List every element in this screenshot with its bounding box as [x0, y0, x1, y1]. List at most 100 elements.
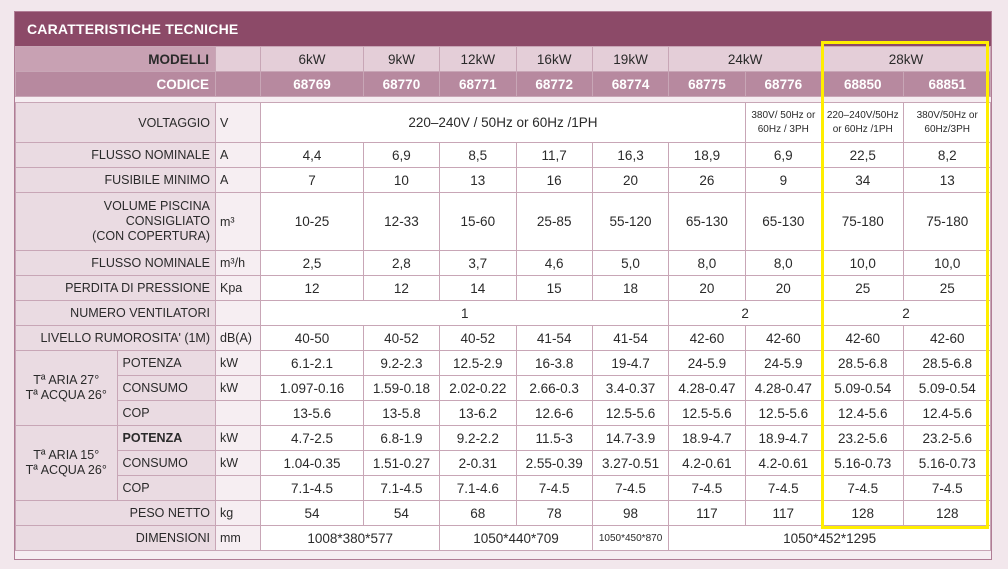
dimension-value: 1008*380*577 [260, 525, 441, 551]
model-16kw: 16kW [515, 46, 593, 72]
value-cell: 7-4.5 [744, 475, 823, 501]
g2-power-row: Tª ARIA 15° Tª ACQUA 26° POTENZA kW 4.7-… [15, 425, 991, 501]
label-line: CONSIGLIATO [125, 214, 211, 228]
value-cell: 1.51-0.27 [362, 450, 441, 476]
row-label: CONSUMO [116, 450, 217, 476]
condition-label: Tª ARIA 27° Tª ACQUA 26° [15, 350, 118, 426]
value-cell: 98 [591, 500, 670, 526]
value-cell: 20 [591, 167, 670, 193]
label-line: Tª ARIA 15° [33, 448, 100, 462]
row-unit: kW [215, 425, 262, 451]
code-label: CODICE [14, 71, 217, 97]
value-cell: 8,2 [903, 142, 991, 168]
value-cell: 13 [903, 167, 991, 193]
value-cell: 8,5 [439, 142, 517, 168]
value-cell: 5.16-0.73 [903, 450, 991, 476]
value-cell: 34 [821, 167, 905, 193]
value-cell: 2.66-0.3 [515, 375, 593, 401]
row-label: POTENZA [116, 350, 217, 376]
value-cell: 3,7 [439, 250, 517, 276]
value-cell: 10 [362, 167, 441, 193]
row-label: DIMENSIONI [14, 525, 217, 551]
row-label: PESO NETTO [14, 500, 217, 526]
value-cell: 14 [439, 275, 517, 301]
fans-value: 1 [260, 300, 670, 326]
fuse-row: FUSIBILE MINIMO A 7 10 13 16 20 26 9 34 13 [14, 167, 991, 193]
voltage-cell: 380V/50Hz or 60Hz/3PH [903, 102, 991, 143]
row-label: LIVELLO RUMOROSITA' (1M) [14, 325, 217, 351]
value-cell: 65-130 [668, 192, 746, 251]
value-cell: 1.097-0.16 [260, 375, 364, 401]
value-cell: 20 [744, 275, 823, 301]
code-cell: 68851 [903, 71, 991, 97]
value-cell: 8,0 [668, 250, 746, 276]
value-cell: 42-60 [744, 325, 823, 351]
voltage-cell: 380V/ 50Hz or 60Hz / 3PH [744, 102, 823, 143]
value-cell: 16-3.8 [515, 350, 593, 376]
current-row: FLUSSO NOMINALE A 4,4 6,9 8,5 11,7 16,3 18,9 6… [14, 142, 991, 168]
code-cell: 68769 [260, 71, 364, 97]
model-19kw: 19kW [591, 46, 670, 72]
value-cell: 5.09-0.54 [821, 375, 905, 401]
g1-cop-row: COP 13-5.6 13-5.8 13-6.2 12.6-6 12.5-5.6 12.5… [16, 400, 991, 426]
value-cell: 12.6-6 [515, 400, 593, 426]
code-cell: 68772 [515, 71, 593, 97]
value-cell: 18.9-4.7 [744, 425, 823, 451]
label-line: Tª ARIA 27° [33, 373, 100, 387]
value-cell: 13-6.2 [439, 400, 517, 426]
value-cell: 7-4.5 [821, 475, 905, 501]
value-cell: 13-5.6 [260, 400, 364, 426]
value-cell: 40-52 [362, 325, 441, 351]
section-title: CARATTERISTICHE TECNICHE [15, 12, 991, 46]
value-cell: 42-60 [903, 325, 991, 351]
label-line: Tª ACQUA 26° [25, 388, 107, 402]
label-line: VOLUME PISCINA [103, 199, 211, 213]
code-cell: 68850 [821, 71, 905, 97]
value-cell: 2-0.31 [439, 450, 517, 476]
code-cell: 68774 [591, 71, 670, 97]
water-flow-row: FLUSSO NOMINALE m³/h 2,5 2,8 3,7 4,6 5,0 8,0 8… [14, 250, 991, 276]
row-label: CONSUMO [116, 375, 217, 401]
row-label: NUMERO VENTILATORI [14, 300, 217, 326]
model-24kw: 24kW [668, 46, 823, 72]
condition-label: Tª ARIA 15° Tª ACQUA 26° [15, 425, 118, 501]
value-cell: 7-4.5 [668, 475, 746, 501]
value-cell: 22,5 [821, 142, 905, 168]
value-cell: 28.5-6.8 [821, 350, 905, 376]
value-cell: 75-180 [903, 192, 991, 251]
code-cell: 68775 [668, 71, 746, 97]
value-cell: 6,9 [744, 142, 823, 168]
value-cell: 4,6 [515, 250, 593, 276]
value-cell: 2.55-0.39 [515, 450, 593, 476]
value-cell: 26 [668, 167, 746, 193]
value-cell: 5.09-0.54 [903, 375, 991, 401]
g2-cop-row: COP 7.1-4.5 7.1-4.5 7.1-4.6 7-4.5 7-4.5 7-4.5… [16, 475, 991, 501]
dimension-value: 1050*452*1295 [668, 525, 991, 551]
value-cell: 20 [668, 275, 746, 301]
pool-volume-row: VOLUME PISCINA CONSIGLIATO (CON COPERTUR… [14, 192, 991, 251]
value-cell: 54 [260, 500, 364, 526]
row-unit: kg [215, 500, 262, 526]
value-cell: 41-54 [515, 325, 593, 351]
value-cell: 13 [439, 167, 517, 193]
noise-row: LIVELLO RUMOROSITA' (1M) dB(A) 40-50 40-5… [14, 325, 991, 351]
value-cell: 12.5-5.6 [744, 400, 823, 426]
row-label: PERDITA DI PRESSIONE [14, 275, 217, 301]
pressure-drop-row: PERDITA DI PRESSIONE Kpa 12 12 14 15 18 20 20 2… [14, 275, 991, 301]
row-unit [215, 400, 262, 426]
value-cell: 4.7-2.5 [260, 425, 364, 451]
value-cell: 7.1-4.5 [362, 475, 441, 501]
value-cell: 40-52 [439, 325, 517, 351]
value-cell: 28.5-6.8 [903, 350, 991, 376]
value-cell: 7-4.5 [591, 475, 670, 501]
voltage-main: 220–240V / 50Hz or 60Hz /1PH [260, 102, 746, 143]
value-cell: 2,8 [362, 250, 441, 276]
value-cell: 24-5.9 [744, 350, 823, 376]
value-cell: 12 [362, 275, 441, 301]
value-cell: 2,5 [260, 250, 364, 276]
value-cell: 16 [515, 167, 593, 193]
value-cell: 6.1-2.1 [260, 350, 364, 376]
row-unit: kW [215, 375, 262, 401]
value-cell: 10,0 [903, 250, 991, 276]
row-label: POTENZA [116, 425, 217, 451]
